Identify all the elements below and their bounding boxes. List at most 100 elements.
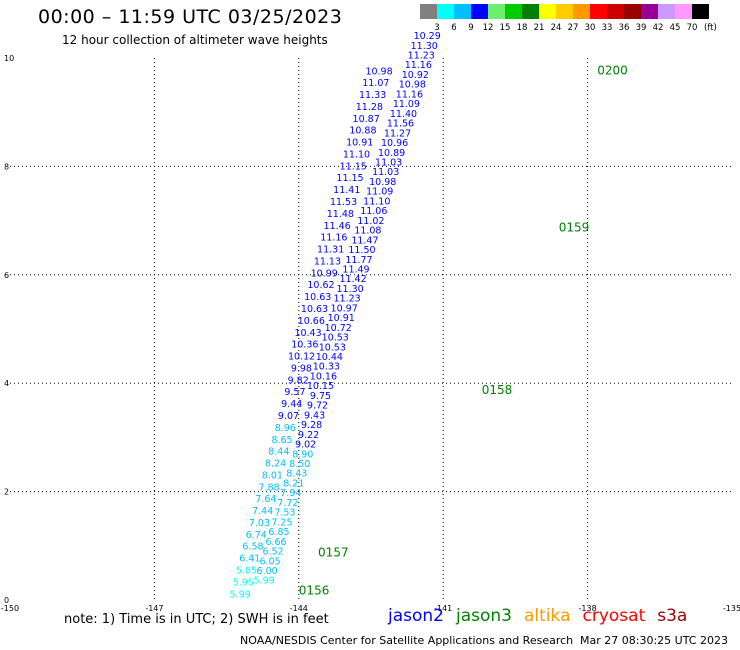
swh-label: 11.77 [345, 255, 372, 266]
color-swatch [437, 4, 454, 19]
color-swatch [641, 4, 658, 19]
swh-label: 11.02 [357, 216, 384, 227]
swh-label: 11.03 [375, 157, 402, 168]
swh-label: 8.50 [289, 459, 310, 470]
swh-label: 10.16 [310, 371, 337, 382]
color-scale-label: 21 [533, 23, 545, 33]
swh-label: 8.43 [286, 469, 307, 480]
legend-jason2: jason2 [388, 606, 444, 626]
swh-label: 9.72 [307, 401, 328, 412]
swh-label: 11.28 [356, 102, 383, 113]
swh-label: 11.30 [336, 284, 363, 295]
chart-title: 00:00 – 11:59 UTC 03/25/2023 [38, 6, 343, 28]
color-swatch [590, 4, 607, 19]
y-tick-label: 2 [4, 488, 9, 497]
color-swatch [420, 4, 437, 19]
swh-label: 11.08 [354, 226, 381, 237]
color-scale-label: 30 [584, 23, 596, 33]
swh-label: 11.15 [336, 173, 363, 184]
swh-label: 7.72 [277, 498, 298, 509]
swh-label: 10.91 [346, 138, 373, 149]
swh-label: 10.29 [414, 31, 441, 42]
swh-label: 11.16 [405, 60, 432, 71]
color-swatch [522, 4, 539, 19]
swh-label: 11.50 [348, 245, 375, 256]
color-scale-label: 39 [635, 23, 647, 33]
color-swatch [624, 4, 641, 19]
color-scale-label: 70 [686, 23, 698, 33]
x-tick-label: -138 [579, 604, 597, 613]
swh-label: 7.44 [252, 506, 273, 517]
time-label: 0158 [482, 383, 513, 397]
color-scale-label: 15 [499, 23, 511, 33]
swh-label: 11.10 [343, 149, 370, 160]
swh-label: 10.99 [311, 268, 338, 279]
color-scale-label: 36 [618, 23, 630, 33]
swh-label: 11.07 [362, 78, 389, 89]
swh-label: 11.27 [384, 128, 411, 139]
color-scale-label: 27 [567, 23, 579, 33]
swh-label: 6.00 [257, 566, 278, 577]
swh-label: 8.90 [292, 449, 313, 460]
swh-label: 9.57 [284, 387, 305, 398]
swh-label: 10.63 [304, 292, 331, 303]
color-swatch [471, 4, 488, 19]
y-tick-label: 4 [4, 379, 9, 388]
swh-label: 7.88 [259, 482, 280, 493]
swh-label: 7.25 [271, 517, 292, 528]
swh-label: 11.06 [360, 206, 387, 217]
legend-cryosat: cryosat [582, 606, 646, 626]
swh-label: 10.62 [307, 280, 334, 291]
swh-label: 11.33 [359, 90, 386, 101]
swh-label: 11.09 [393, 99, 420, 110]
swh-label: 11.53 [330, 197, 357, 208]
y-tick-label: 8 [4, 162, 9, 171]
y-tick-label: 6 [4, 271, 9, 280]
swh-label: 11.16 [396, 89, 423, 100]
swh-label: 7.64 [255, 494, 276, 505]
swh-label: 8.96 [275, 423, 296, 434]
legend-s3a: s3a [657, 606, 688, 626]
swh-label: 7.94 [280, 488, 301, 499]
swh-label: 10.66 [298, 316, 325, 327]
swh-label: 6.85 [268, 527, 289, 538]
swh-label: 8.21 [283, 478, 304, 489]
swh-label: 11.13 [314, 256, 341, 267]
color-swatch [573, 4, 590, 19]
color-scale-label: 3 [434, 23, 440, 33]
satellite-legend: jason2 jason3 altika cryosat s3a [388, 606, 699, 626]
swh-label: 10.92 [402, 70, 429, 81]
y-tick-label: 10 [4, 54, 14, 63]
swh-label: 10.33 [313, 362, 340, 373]
x-tick-label: -135 [723, 604, 740, 613]
swh-label: 9.22 [298, 430, 319, 441]
swh-label: 11.09 [366, 187, 393, 198]
swh-label: 10.89 [378, 148, 405, 159]
swh-label: 11.49 [342, 264, 369, 275]
swh-label: 9.28 [301, 420, 322, 431]
swh-label: 9.02 [295, 440, 316, 451]
swh-label: 10.91 [328, 313, 355, 324]
units-note: note: 1) Time is in UTC; 2) SWH is in fe… [64, 612, 329, 627]
swh-label: 8.24 [265, 459, 286, 470]
legend-jason3: jason3 [456, 606, 512, 626]
color-scale-label: 24 [550, 23, 562, 33]
swh-label: 9.75 [310, 391, 331, 402]
swh-label: 10.72 [325, 323, 352, 334]
y-tick-label: 0 [4, 596, 9, 605]
color-scale-label: 6 [451, 23, 457, 33]
swh-label: 6.66 [265, 537, 286, 548]
swh-label: 9.44 [281, 399, 302, 410]
swh-label: 7.03 [249, 518, 270, 529]
chart-subtitle: 12 hour collection of altimeter wave hei… [62, 33, 328, 47]
swh-label: 5.95 [233, 577, 254, 588]
color-swatch [539, 4, 556, 19]
swh-label: 10.53 [319, 342, 346, 353]
swh-label: 10.53 [322, 333, 349, 344]
color-swatch [556, 4, 573, 19]
swh-label: 10.15 [307, 381, 334, 392]
swh-label: 9.43 [304, 410, 325, 421]
swh-label: 5.99 [254, 576, 275, 587]
swh-label: 11.48 [327, 209, 354, 220]
